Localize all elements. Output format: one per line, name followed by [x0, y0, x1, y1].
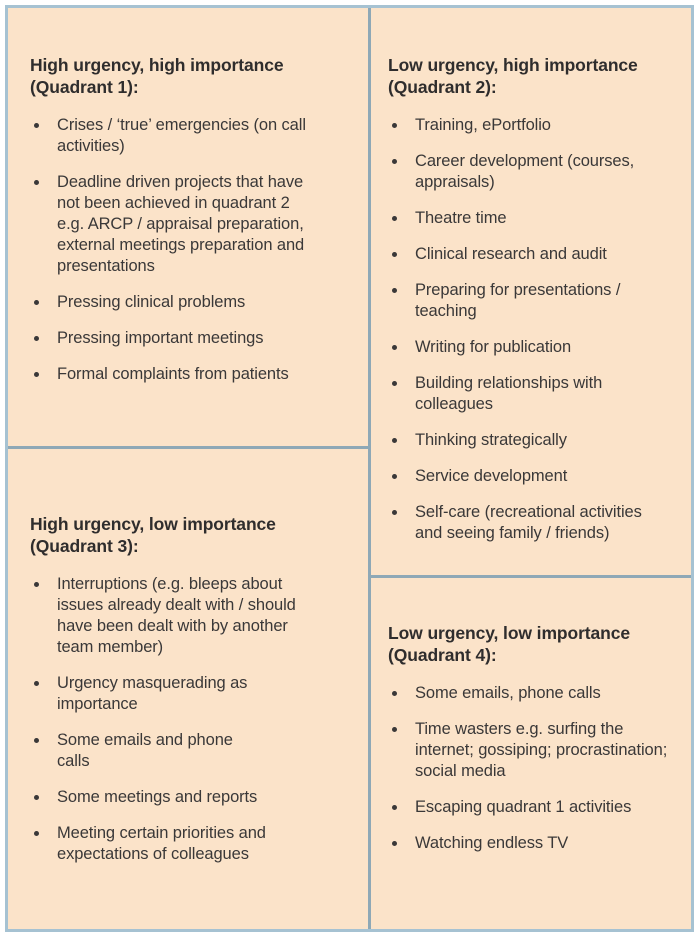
- quadrant-3-list: Interruptions (e.g. bleeps about issues …: [30, 574, 350, 865]
- bullet-dot: [392, 288, 397, 293]
- list-item-text: Self-care (recreational activities and s…: [415, 503, 642, 542]
- bullet-dot: [34, 180, 39, 185]
- list-item-text: Escaping quadrant 1 activities: [415, 798, 632, 816]
- eisenhower-matrix: High urgency, high importance (Quadrant …: [5, 5, 694, 932]
- list-item: Some meetings and reports: [30, 787, 350, 808]
- list-item: Escaping quadrant 1 activities: [388, 797, 683, 818]
- list-item: Clinical research and audit: [388, 244, 683, 265]
- bullet-dot: [34, 831, 39, 836]
- quadrant-3-title: High urgency, low importance (Quadrant 3…: [30, 514, 276, 556]
- list-item: Writing for publication: [388, 337, 683, 358]
- list-item: Interruptions (e.g. bleeps about issues …: [30, 574, 350, 658]
- left-horizontal-divider: [8, 446, 368, 449]
- list-item-text: Theatre time: [415, 209, 507, 227]
- right-horizontal-divider: [371, 575, 691, 578]
- bullet-dot: [392, 805, 397, 810]
- bullet-dot: [392, 727, 397, 732]
- list-item: Career development (courses, appraisals): [388, 151, 683, 193]
- bullet-dot: [392, 345, 397, 350]
- list-item: Crises / ‘true’ emergencies (on call act…: [30, 115, 350, 157]
- list-item: Time wasters e.g. surfing the internet; …: [388, 719, 683, 782]
- quadrant-4-title: Low urgency, low importance (Quadrant 4)…: [388, 623, 631, 665]
- bullet-dot: [34, 795, 39, 800]
- list-item: Some emails, phone calls: [388, 683, 683, 704]
- bullet-dot: [392, 474, 397, 479]
- list-item: Urgency masquerading as importance: [30, 673, 350, 715]
- quadrant-4-list: Some emails, phone calls Time wasters e.…: [388, 683, 683, 854]
- bullet-dot: [392, 159, 397, 164]
- bullet-dot: [392, 381, 397, 386]
- list-item-text: Clinical research and audit: [415, 245, 607, 263]
- quadrant-4-panel: Low urgency, low importance (Quadrant 4)…: [371, 578, 691, 929]
- list-item: Watching endless TV: [388, 833, 683, 854]
- quadrant-1-panel: High urgency, high importance (Quadrant …: [8, 8, 368, 446]
- list-item-text: Some emails and phone calls: [57, 731, 233, 770]
- list-item-text: Career development (courses, appraisals): [415, 152, 635, 191]
- quadrant-1-list: Crises / ‘true’ emergencies (on call act…: [30, 115, 350, 385]
- list-item-text: Crises / ‘true’ emergencies (on call act…: [57, 116, 306, 155]
- quadrant-2-list: Training, ePortfolio Career development …: [388, 115, 683, 544]
- vertical-divider: [368, 8, 371, 929]
- list-item-text: Urgency masquerading as importance: [57, 674, 248, 713]
- list-item: Self-care (recreational activities and s…: [388, 502, 683, 544]
- bullet-dot: [392, 252, 397, 257]
- list-item-text: Some emails, phone calls: [415, 684, 601, 702]
- list-item-text: Building relationships with colleagues: [415, 374, 603, 413]
- bullet-dot: [34, 681, 39, 686]
- bullet-dot: [392, 510, 397, 515]
- bullet-dot: [392, 216, 397, 221]
- bullet-dot: [34, 372, 39, 377]
- list-item-text: Service development: [415, 467, 568, 485]
- list-item-text: Some meetings and reports: [57, 788, 258, 806]
- bullet-dot: [34, 300, 39, 305]
- bullet-dot: [392, 123, 397, 128]
- list-item: Some emails and phone calls: [30, 730, 350, 772]
- list-item-text: Watching endless TV: [415, 834, 569, 852]
- list-item-text: Preparing for presentations / teaching: [415, 281, 621, 320]
- bullet-dot: [392, 691, 397, 696]
- list-item: Training, ePortfolio: [388, 115, 683, 136]
- quadrant-1-title: High urgency, high importance (Quadrant …: [30, 55, 284, 97]
- list-item: Service development: [388, 466, 683, 487]
- list-item-text: Meeting certain priorities and expectati…: [57, 824, 266, 863]
- list-item-text: Writing for publication: [415, 338, 572, 356]
- quadrant-3-panel: High urgency, low importance (Quadrant 3…: [8, 449, 368, 929]
- list-item: Deadline driven projects that have not b…: [30, 172, 350, 277]
- bullet-dot: [392, 438, 397, 443]
- list-item-text: Time wasters e.g. surfing the internet; …: [415, 720, 668, 780]
- bullet-dot: [34, 336, 39, 341]
- list-item-text: Training, ePortfolio: [415, 116, 551, 134]
- quadrant-2-panel: Low urgency, high importance (Quadrant 2…: [371, 8, 691, 575]
- bullet-dot: [34, 582, 39, 587]
- bullet-dot: [34, 123, 39, 128]
- list-item: Meeting certain priorities and expectati…: [30, 823, 350, 865]
- list-item-text: Pressing clinical problems: [57, 293, 246, 311]
- list-item: Theatre time: [388, 208, 683, 229]
- list-item: Pressing important meetings: [30, 328, 350, 349]
- list-item: Building relationships with colleagues: [388, 373, 683, 415]
- list-item: Formal complaints from patients: [30, 364, 350, 385]
- list-item-text: Interruptions (e.g. bleeps about issues …: [57, 575, 296, 656]
- list-item: Pressing clinical problems: [30, 292, 350, 313]
- list-item: Thinking strategically: [388, 430, 683, 451]
- bullet-dot: [392, 841, 397, 846]
- bullet-dot: [34, 738, 39, 743]
- list-item: Preparing for presentations / teaching: [388, 280, 683, 322]
- list-item-text: Thinking strategically: [415, 431, 567, 449]
- list-item-text: Pressing important meetings: [57, 329, 264, 347]
- list-item-text: Formal complaints from patients: [57, 365, 289, 383]
- quadrant-2-title: Low urgency, high importance (Quadrant 2…: [388, 55, 638, 97]
- list-item-text: Deadline driven projects that have not b…: [57, 173, 305, 275]
